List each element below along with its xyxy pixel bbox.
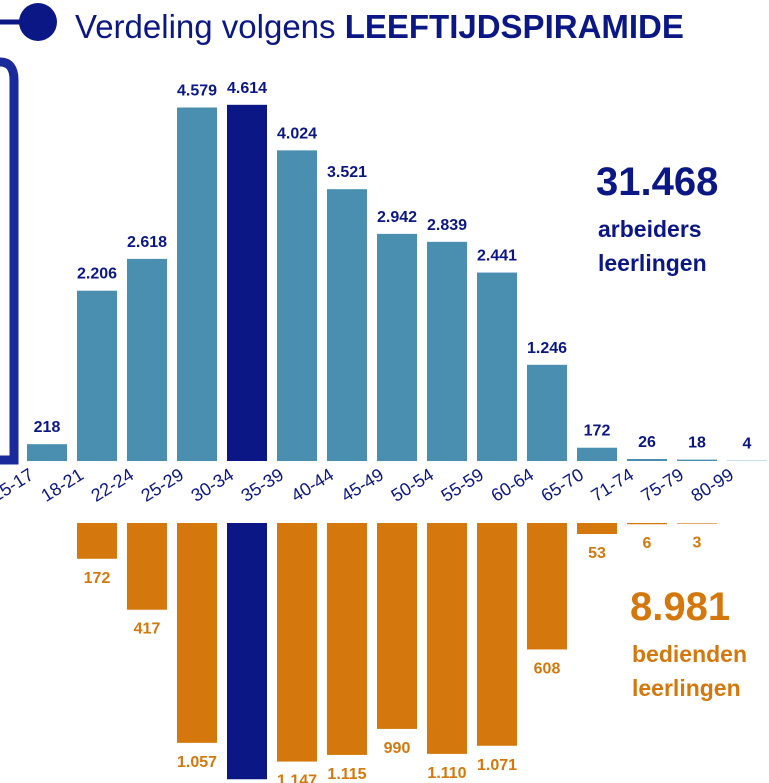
bar bbox=[277, 523, 317, 762]
total-caption: arbeiders bbox=[598, 216, 702, 242]
value-label: 3.521 bbox=[327, 164, 367, 181]
title-part: LEEFTIJDSPIRAMIDE bbox=[345, 8, 684, 45]
bar bbox=[177, 107, 217, 462]
value-label: 2.206 bbox=[77, 266, 117, 283]
value-label: 53 bbox=[588, 545, 606, 562]
value-label: 608 bbox=[534, 660, 561, 677]
value-label: 172 bbox=[584, 423, 611, 440]
total-value: 31.468 bbox=[596, 160, 718, 204]
value-label: 218 bbox=[34, 419, 61, 436]
bar bbox=[77, 523, 117, 559]
decor-frame bbox=[0, 57, 19, 465]
x-tick-label: 80-99 bbox=[687, 464, 737, 505]
chart-title: Verdeling volgens LEEFTIJDSPIRAMIDE bbox=[75, 8, 684, 45]
bar bbox=[227, 104, 267, 462]
value-label: 4.579 bbox=[177, 83, 217, 100]
bar bbox=[577, 447, 617, 461]
value-label: 1.147 bbox=[277, 773, 317, 783]
title-part: Verdeling volgens bbox=[75, 8, 336, 45]
bar bbox=[177, 523, 217, 743]
bar bbox=[527, 364, 567, 461]
x-tick-label: 55-59 bbox=[437, 464, 487, 505]
value-label: 417 bbox=[134, 621, 161, 638]
value-label: 1.071 bbox=[477, 757, 517, 774]
x-tick-label: 65-70 bbox=[537, 464, 587, 505]
x-tick-label: 60-64 bbox=[487, 464, 537, 505]
bar bbox=[377, 523, 417, 729]
bar bbox=[477, 272, 517, 461]
value-label: 2.942 bbox=[377, 209, 417, 226]
x-tick-label: 22-24 bbox=[87, 464, 137, 505]
value-label: 2.618 bbox=[127, 234, 167, 251]
value-label: 6 bbox=[643, 535, 652, 552]
value-label: 172 bbox=[84, 570, 111, 587]
bar bbox=[677, 459, 717, 461]
decor-dot bbox=[19, 3, 57, 41]
x-tick-label: 18-21 bbox=[37, 464, 87, 505]
bar bbox=[277, 150, 317, 461]
total-caption: bedienden bbox=[632, 641, 747, 667]
bar bbox=[27, 444, 67, 461]
x-tick-label: 30-34 bbox=[187, 464, 237, 505]
bar bbox=[477, 523, 517, 746]
value-label: 26 bbox=[638, 434, 656, 451]
bar bbox=[427, 523, 467, 754]
value-label: 3 bbox=[693, 535, 702, 552]
x-tick-label: 40-44 bbox=[287, 464, 337, 505]
x-tick-label: 71-74 bbox=[587, 464, 637, 505]
bar bbox=[77, 290, 117, 461]
value-label: 1.057 bbox=[177, 754, 217, 771]
x-tick-label: 50-54 bbox=[387, 464, 437, 505]
bar bbox=[527, 523, 567, 650]
bar bbox=[227, 523, 267, 780]
x-tick-label: 75-79 bbox=[637, 464, 687, 505]
value-label: 1.246 bbox=[527, 340, 567, 357]
total-value: 8.981 bbox=[630, 585, 730, 629]
bar bbox=[127, 258, 167, 461]
bar bbox=[327, 523, 367, 755]
bar bbox=[427, 241, 467, 461]
value-label: 2.441 bbox=[477, 248, 517, 265]
value-label: 4.024 bbox=[277, 125, 317, 142]
bar bbox=[327, 189, 367, 461]
bar bbox=[627, 458, 667, 461]
value-label: 1.110 bbox=[427, 765, 466, 782]
x-tick-label: 15-17 bbox=[0, 464, 37, 505]
bar bbox=[627, 523, 667, 525]
value-label: 4.614 bbox=[227, 80, 267, 97]
bar bbox=[577, 523, 617, 535]
x-tick-label: 45-49 bbox=[337, 464, 387, 505]
bar bbox=[127, 523, 167, 610]
bar bbox=[377, 233, 417, 461]
value-label: 18 bbox=[688, 435, 706, 452]
value-label: 990 bbox=[384, 740, 411, 757]
x-tick-label: 25-29 bbox=[137, 464, 187, 505]
value-label: 4 bbox=[743, 436, 752, 453]
value-label: 1.115 bbox=[327, 766, 366, 783]
total-caption: leerlingen bbox=[598, 250, 707, 276]
value-label: 2.839 bbox=[427, 217, 467, 234]
bar bbox=[677, 523, 717, 524]
x-tick-label: 35-39 bbox=[237, 464, 287, 505]
total-caption: leerlingen bbox=[632, 675, 741, 701]
